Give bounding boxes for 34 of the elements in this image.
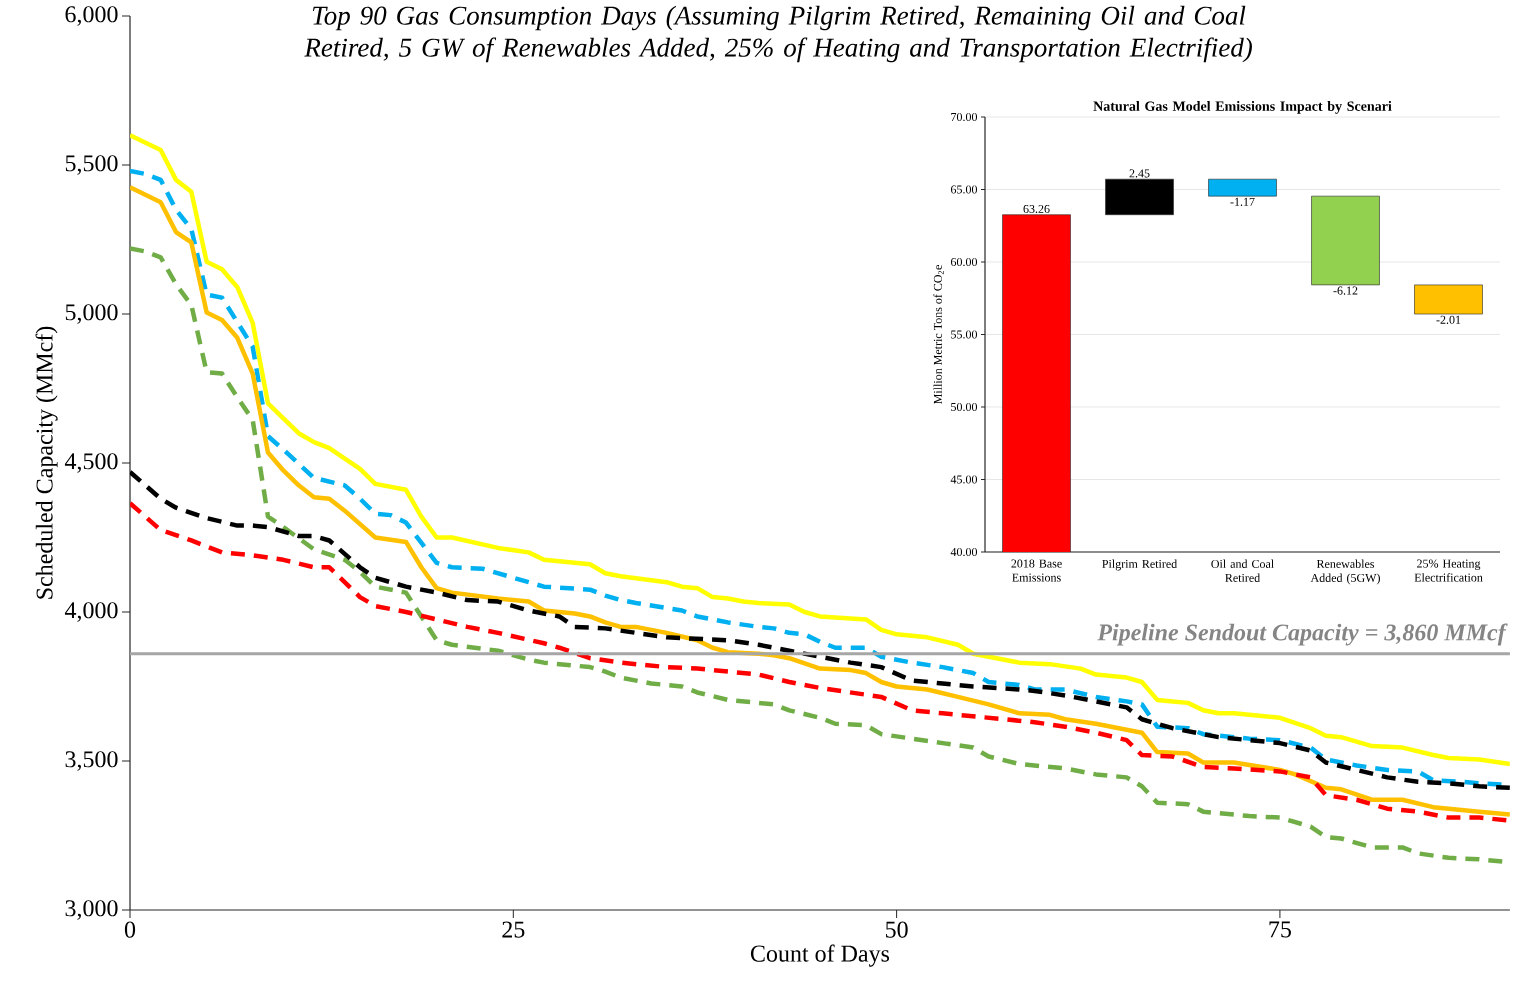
x-tick-label: 50 [886, 921, 908, 938]
x-tick-label: 0 [124, 921, 136, 938]
y-tick-label: 45.00 [950, 475, 978, 484]
chart-title: Natural Gas Model Emissions Impact by Scenari [1093, 101, 1392, 114]
x-tick-label: Renewables Added (5GW) [1310, 559, 1380, 585]
y-tick-label: 70.00 [951, 112, 978, 122]
x-tick-label: 25% Heating Electrification [1414, 559, 1483, 582]
data-label: -2.01 [1436, 315, 1461, 324]
y-axis-title: Scheduled Capacity (MMcf) [35, 326, 58, 599]
y-tick-label: 65.00 [950, 185, 978, 194]
y-tick-label: 6,000 [65, 6, 118, 26]
ref-line-label: Pipeline Sendout Capacity = 3,860 MMcf [1097, 623, 1508, 646]
y-axis-title: Million Metric Tons of CO$_{2}$e [933, 265, 944, 404]
x-tick-label: 25 [502, 921, 525, 938]
x-axis-title: Count of Days [750, 944, 890, 967]
y-tick-label: 55.00 [951, 330, 978, 339]
data-label: -6.12 [1333, 286, 1358, 295]
x-tick-label: 2018 Base Emissions [1011, 559, 1062, 582]
y-tick-label: 5,000 [65, 304, 118, 324]
x-tick-label: Pilgrim Retired [1102, 559, 1178, 571]
y-tick-label: 4,500 [64, 453, 118, 473]
data-label: -1.17 [1230, 197, 1255, 206]
y-tick-label: 4,000 [64, 602, 118, 622]
y-tick-label: 60.00 [950, 257, 978, 267]
x-tick-label: Oil and Coal Retired [1211, 559, 1274, 582]
y-tick-label: 50.00 [951, 402, 978, 412]
data-label: 2.45 [1129, 169, 1150, 178]
y-tick-label: 3,000 [65, 900, 118, 920]
y-tick-label: 5,500 [65, 155, 118, 175]
x-tick-label: 75 [1269, 921, 1291, 938]
chart-title: Top 90 Gas Consumption Days (Assuming Pilgrim Retired, Remaining Oil and Coal Retired, 5 GW of Renewables Added, 25% of Heating and Transportation Electrified) [304, 5, 1252, 63]
y-tick-label: 40.00 [950, 547, 978, 557]
y-tick-label: 3,500 [65, 751, 118, 771]
data-label: 63.26 [1023, 204, 1050, 214]
